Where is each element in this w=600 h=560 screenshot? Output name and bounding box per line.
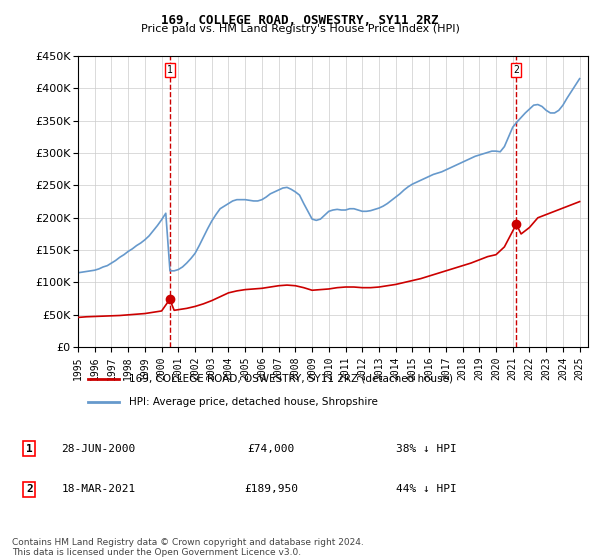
Text: 28-JUN-2000: 28-JUN-2000 bbox=[61, 444, 136, 454]
Text: 1: 1 bbox=[26, 444, 32, 454]
Text: £74,000: £74,000 bbox=[248, 444, 295, 454]
Text: HPI: Average price, detached house, Shropshire: HPI: Average price, detached house, Shro… bbox=[129, 397, 378, 407]
Text: 38% ↓ HPI: 38% ↓ HPI bbox=[397, 444, 457, 454]
Text: 1: 1 bbox=[167, 65, 173, 74]
Text: 2: 2 bbox=[26, 484, 32, 494]
Text: Contains HM Land Registry data © Crown copyright and database right 2024.
This d: Contains HM Land Registry data © Crown c… bbox=[12, 538, 364, 557]
Text: 2: 2 bbox=[514, 65, 519, 74]
Text: 169, COLLEGE ROAD, OSWESTRY, SY11 2RZ (detached house): 169, COLLEGE ROAD, OSWESTRY, SY11 2RZ (d… bbox=[129, 374, 453, 384]
Text: £189,950: £189,950 bbox=[244, 484, 298, 494]
Text: 18-MAR-2021: 18-MAR-2021 bbox=[61, 484, 136, 494]
Text: 169, COLLEGE ROAD, OSWESTRY, SY11 2RZ: 169, COLLEGE ROAD, OSWESTRY, SY11 2RZ bbox=[161, 14, 439, 27]
Text: 44% ↓ HPI: 44% ↓ HPI bbox=[397, 484, 457, 494]
Text: Price paid vs. HM Land Registry's House Price Index (HPI): Price paid vs. HM Land Registry's House … bbox=[140, 24, 460, 34]
